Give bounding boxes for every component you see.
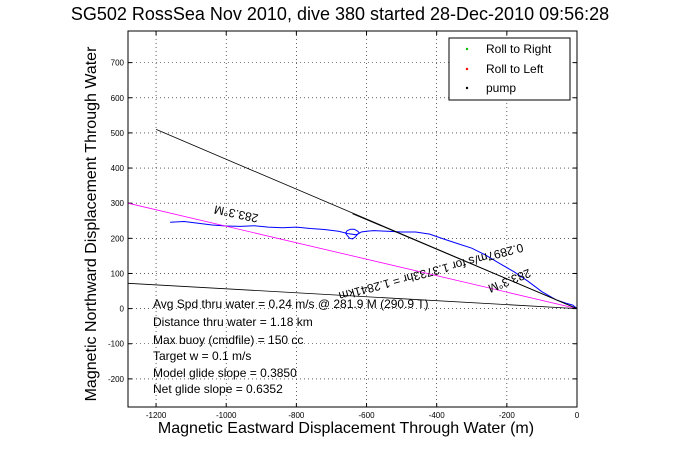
y-tick-label: 400 bbox=[111, 164, 125, 173]
stats-block: Avg Spd thru water = 0.24 m/s @ 281.9 M … bbox=[153, 297, 429, 396]
legend-marker-pump bbox=[465, 86, 469, 90]
x-tick-label: -1000 bbox=[216, 411, 237, 420]
legend-box bbox=[448, 37, 571, 101]
stats-line: Avg Spd thru water = 0.24 m/s @ 281.9 M … bbox=[153, 297, 429, 311]
y-tick-label: 500 bbox=[111, 129, 125, 138]
x-tick-label: -1200 bbox=[146, 411, 167, 420]
y-axis-label: Magnetic Northward Displacement Through … bbox=[83, 46, 100, 401]
y-tick-label: -200 bbox=[108, 375, 125, 384]
annotations: 283.3°M 283.3°M 0.2897m/s for 1.3733hr =… bbox=[213, 202, 533, 303]
x-tick-label: -400 bbox=[429, 411, 446, 420]
stats-line: Net glide slope = 0.6352 bbox=[153, 382, 283, 396]
axis-ticks: -1200 -1000 -800 -600 -400 -200 0-200-10001002… bbox=[108, 31, 580, 420]
y-tick-label: 700 bbox=[111, 59, 125, 68]
legend-marker-roll-right bbox=[465, 47, 469, 51]
y-tick-label: 200 bbox=[111, 234, 125, 243]
heading-annotation-upper: 283.3°M bbox=[213, 202, 260, 225]
stats-line: Max buoy (cmdfile) = 150 cc bbox=[153, 333, 303, 347]
stats-line: Distance thru water = 1.18 km bbox=[153, 315, 313, 329]
chart-title: SG502 RossSea Nov 2010, dive 380 started… bbox=[71, 4, 609, 24]
x-tick-label: 0 bbox=[575, 411, 580, 420]
legend: Roll to Right Roll to Left pump bbox=[448, 37, 571, 101]
x-tick-label: -200 bbox=[499, 411, 516, 420]
legend-label-pump: pump bbox=[486, 81, 516, 95]
x-tick-label: -600 bbox=[359, 411, 376, 420]
stats-line: Model glide slope = 0.3850 bbox=[153, 366, 297, 380]
heading-annotation-lower: 283.3°M bbox=[486, 266, 533, 296]
series-group bbox=[127, 129, 578, 309]
legend-label-roll-left: Roll to Left bbox=[486, 62, 544, 76]
stats-line: Target w = 0.1 m/s bbox=[153, 349, 251, 363]
x-axis-label: Magnetic Eastward Displacement Through W… bbox=[158, 420, 534, 437]
series-line-1 bbox=[127, 202, 578, 309]
x-tick-label: -800 bbox=[288, 411, 305, 420]
legend-label-roll-right: Roll to Right bbox=[486, 42, 552, 56]
y-tick-label: 0 bbox=[120, 305, 125, 314]
series-line-4 bbox=[352, 213, 578, 309]
series-line-0 bbox=[170, 220, 578, 309]
legend-marker-roll-left bbox=[465, 67, 469, 71]
series-line-2 bbox=[127, 282, 578, 309]
plot-area bbox=[127, 30, 578, 408]
y-tick-label: 300 bbox=[111, 199, 125, 208]
y-tick-label: 600 bbox=[111, 94, 125, 103]
y-tick-label: 100 bbox=[111, 269, 125, 278]
y-tick-label: -100 bbox=[108, 340, 125, 349]
